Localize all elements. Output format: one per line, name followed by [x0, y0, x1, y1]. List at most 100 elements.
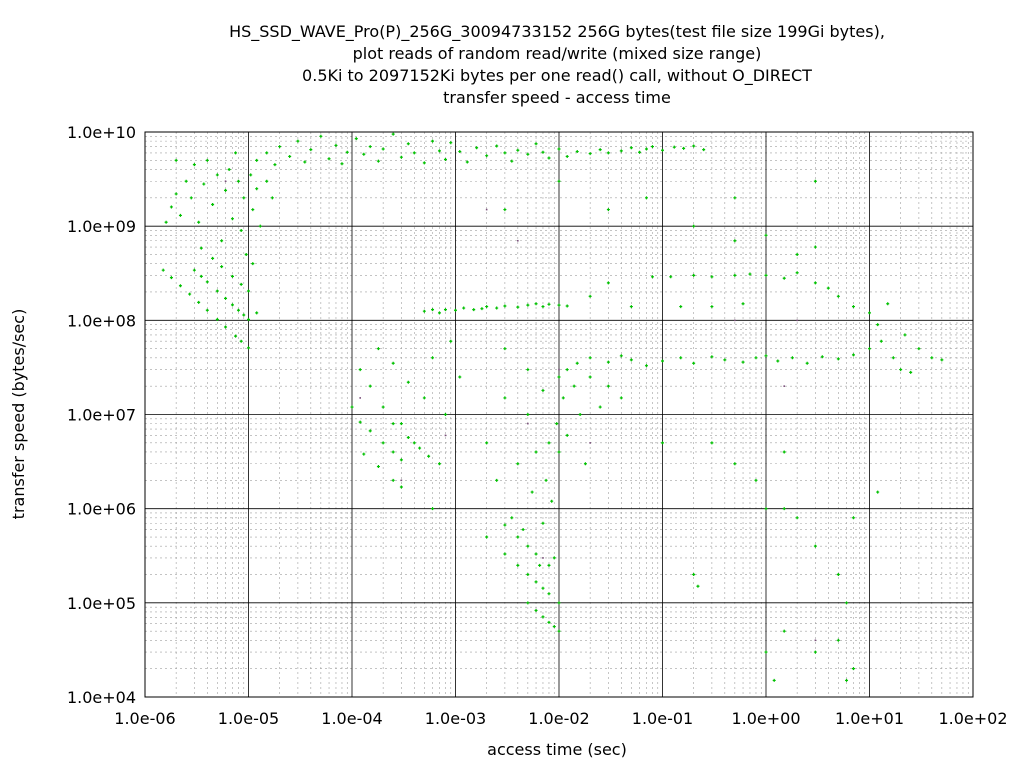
data-point: [437, 149, 441, 153]
data-point: [795, 516, 799, 520]
y-tick-label: 1.0e+07: [67, 406, 136, 425]
data-point: [940, 358, 944, 362]
data-point: [202, 182, 206, 186]
x-tick-label: 1.0e-01: [632, 709, 693, 728]
data-point: [458, 150, 462, 154]
data-point: [899, 368, 903, 372]
data-point: [538, 563, 542, 567]
data-point: [917, 347, 921, 351]
data-point: [242, 196, 246, 200]
x-tick-label: 1.0e-04: [321, 709, 382, 728]
data-point: [234, 334, 238, 338]
data-point: [813, 650, 817, 654]
data-point: [606, 151, 610, 155]
data-point: [547, 563, 551, 567]
data-point: [541, 388, 545, 392]
data-point: [239, 228, 243, 232]
data-point: [234, 151, 238, 155]
data-point: [516, 305, 520, 309]
data-point: [606, 208, 610, 212]
data-point: [557, 303, 561, 307]
data-point: [572, 384, 576, 388]
data-point: [644, 147, 648, 151]
data-point: [381, 441, 385, 445]
data-point: [230, 303, 234, 307]
data-point: [516, 535, 520, 539]
data-point: [565, 154, 569, 158]
data-point: [561, 396, 565, 400]
data-point: [516, 462, 520, 466]
data-point: [692, 224, 696, 228]
data-point: [845, 678, 849, 682]
data-point: [851, 353, 855, 357]
data-point: [516, 148, 520, 152]
data-point: [220, 239, 224, 243]
data-point: [381, 405, 385, 409]
data-point: [748, 272, 752, 276]
data-point: [710, 305, 714, 309]
data-point: [565, 304, 569, 308]
data-point: [682, 146, 686, 150]
data-point: [795, 271, 799, 275]
data-point: [851, 667, 855, 671]
data-point: [530, 490, 534, 494]
data-point: [376, 347, 380, 351]
data-point: [644, 196, 648, 200]
data-point: [462, 306, 466, 310]
data-point: [557, 601, 561, 605]
data-point: [909, 370, 913, 374]
data-point: [485, 441, 489, 445]
data-point-secondary: [796, 319, 798, 322]
data-point: [258, 224, 262, 228]
data-point-secondary: [485, 208, 488, 211]
data-point: [205, 308, 209, 312]
data-point: [805, 361, 809, 365]
data-point-secondary: [359, 397, 361, 399]
data-point: [638, 150, 642, 154]
data-point: [422, 161, 426, 165]
data-point: [575, 361, 579, 365]
y-tick-label: 1.0e+04: [67, 688, 136, 707]
data-point: [534, 608, 538, 612]
data-point: [161, 268, 165, 272]
data-point: [362, 152, 366, 156]
data-point: [296, 139, 300, 143]
data-point: [629, 358, 633, 362]
data-point: [354, 137, 358, 141]
data-point: [230, 217, 234, 221]
data-point: [443, 413, 447, 416]
data-point: [588, 294, 592, 298]
data-point: [644, 364, 648, 368]
data-point: [247, 318, 250, 322]
data-point: [650, 275, 654, 279]
data-point: [606, 384, 610, 388]
x-tick-label: 1.0e-03: [425, 709, 486, 728]
data-point: [547, 156, 551, 160]
data-point: [255, 158, 259, 162]
grid: [144, 131, 974, 698]
data-point: [224, 188, 228, 192]
data-point: [340, 162, 344, 166]
data-point: [813, 544, 817, 548]
data-point: [741, 302, 745, 306]
data-point: [764, 354, 768, 358]
data-point: [422, 309, 426, 313]
data-point: [521, 528, 525, 532]
data-point: [754, 356, 758, 360]
x-tick-label: 1.0e+01: [835, 709, 904, 728]
data-point: [526, 152, 530, 156]
data-point: [526, 572, 530, 576]
data-point: [782, 507, 786, 511]
data-point: [552, 556, 556, 560]
data-point: [503, 151, 507, 155]
data-point: [437, 462, 441, 466]
data-point: [303, 160, 307, 164]
data-point: [820, 355, 824, 359]
data-point: [557, 147, 561, 151]
data-point: [679, 305, 683, 309]
data-point: [836, 638, 840, 642]
data-point: [391, 132, 395, 136]
data-point: [661, 148, 664, 152]
data-point: [565, 368, 569, 372]
data-point: [350, 405, 354, 409]
